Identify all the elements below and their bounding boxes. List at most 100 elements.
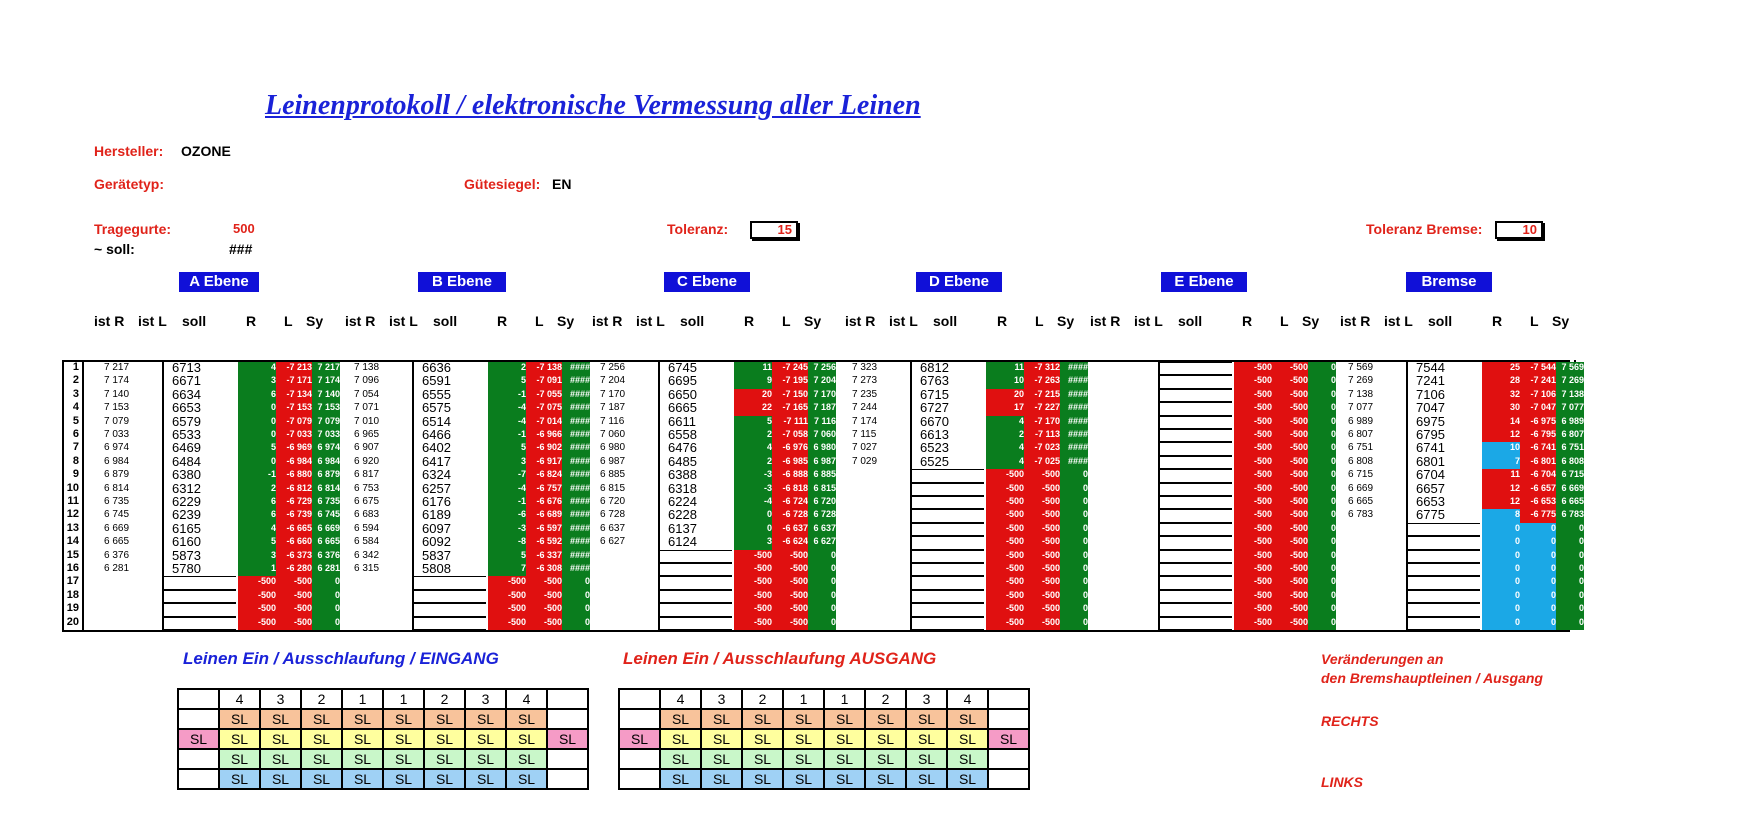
sl-cell[interactable]: SL <box>464 748 507 770</box>
column-header: ist R <box>592 313 623 329</box>
sl-cell[interactable]: SL <box>905 728 948 750</box>
sl-cell[interactable]: SL <box>700 708 743 730</box>
sl-cell[interactable]: SL <box>218 768 261 790</box>
sl-cell[interactable]: SL <box>782 728 825 750</box>
ist-r-value: 7 174 <box>104 375 130 387</box>
sl-cell[interactable]: SL <box>382 748 425 770</box>
sl-cell[interactable]: SL <box>218 748 261 770</box>
sl-cell[interactable]: SL <box>659 768 702 790</box>
sy-cell: 0 <box>1060 549 1088 563</box>
sl-cell[interactable]: SL <box>946 728 989 750</box>
sl-cell[interactable]: SL <box>700 748 743 770</box>
sl-cell[interactable]: SL <box>505 708 548 730</box>
sl-empty-cell <box>618 748 661 770</box>
sl-cell[interactable]: SL <box>823 768 866 790</box>
sl-cell[interactable]: SL <box>946 768 989 790</box>
sl-cell[interactable]: SL <box>300 748 343 770</box>
sl-number: 2 <box>300 688 343 710</box>
sy-cell: #### <box>1060 362 1088 376</box>
r-cell: -500 <box>986 509 1024 523</box>
soll-value: 6611 <box>668 415 696 428</box>
sl-cell[interactable]: SL <box>382 708 425 730</box>
r-cell: 25 <box>1482 362 1520 376</box>
sl-cell[interactable]: SL <box>218 708 261 730</box>
sl-cell[interactable]: SL <box>505 768 548 790</box>
sy-cell: #### <box>562 482 590 496</box>
sl-side-cell[interactable]: SL <box>177 728 220 750</box>
toleranz-box[interactable]: 15 <box>750 221 798 239</box>
sl-cell[interactable]: SL <box>341 728 384 750</box>
r-cell: -4 <box>734 496 772 510</box>
empty-soll-cell <box>1158 429 1232 443</box>
sl-cell[interactable]: SL <box>823 728 866 750</box>
ist-r-value: 6 594 <box>354 522 380 534</box>
sl-cell[interactable]: SL <box>300 768 343 790</box>
sl-cell[interactable]: SL <box>946 748 989 770</box>
sl-cell[interactable]: SL <box>864 728 907 750</box>
sl-cell[interactable]: SL <box>341 708 384 730</box>
sl-cell[interactable]: SL <box>300 728 343 750</box>
sl-cell[interactable]: SL <box>659 728 702 750</box>
r-cell: -500 <box>1234 616 1272 630</box>
sl-cell[interactable]: SL <box>782 748 825 770</box>
sl-cell[interactable]: SL <box>905 768 948 790</box>
r-cell: 14 <box>1482 415 1520 429</box>
sl-cell[interactable]: SL <box>905 748 948 770</box>
sl-cell[interactable]: SL <box>659 708 702 730</box>
empty-soll-cell <box>1406 522 1480 537</box>
soll-value: 6224 <box>668 496 697 508</box>
sl-cell[interactable]: SL <box>464 728 507 750</box>
sl-cell[interactable]: SL <box>423 708 466 730</box>
tragegurte-value: 500 <box>233 221 255 236</box>
ausgang-title: Leinen Ein / Ausschlaufung AUSGANG <box>623 649 937 668</box>
sy-cell: 6 627 <box>808 536 836 550</box>
ist-r-value: 7 138 <box>1348 388 1374 400</box>
sy-cell: 0 <box>312 589 340 604</box>
sl-cell[interactable]: SL <box>259 728 302 750</box>
sl-cell[interactable]: SL <box>259 708 302 730</box>
sl-cell[interactable]: SL <box>423 768 466 790</box>
sl-side-cell[interactable]: SL <box>987 728 1030 750</box>
sl-cell[interactable]: SL <box>782 708 825 730</box>
sl-cell[interactable]: SL <box>700 728 743 750</box>
sl-cell[interactable]: SL <box>905 708 948 730</box>
row-number: 14 <box>66 536 79 548</box>
sl-cell[interactable]: SL <box>464 768 507 790</box>
toleranz-bremse-box[interactable]: 10 <box>1495 221 1543 239</box>
sl-cell[interactable]: SL <box>864 748 907 770</box>
sl-cell[interactable]: SL <box>946 708 989 730</box>
sy-cell: 0 <box>312 603 340 617</box>
sl-cell[interactable]: SL <box>341 768 384 790</box>
sl-cell[interactable]: SL <box>300 708 343 730</box>
sl-cell[interactable]: SL <box>700 768 743 790</box>
sl-cell[interactable]: SL <box>382 728 425 750</box>
sl-side-cell[interactable]: SL <box>618 728 661 750</box>
sl-cell[interactable]: SL <box>741 708 784 730</box>
sl-cell[interactable]: SL <box>259 748 302 770</box>
sl-cell[interactable]: SL <box>505 728 548 750</box>
grid-divider <box>82 360 84 630</box>
sl-cell[interactable]: SL <box>741 748 784 770</box>
sl-cell[interactable]: SL <box>259 768 302 790</box>
sl-cell[interactable]: SL <box>341 748 384 770</box>
l-cell: -500 <box>1272 576 1308 590</box>
sl-cell[interactable]: SL <box>864 708 907 730</box>
sl-side-cell[interactable]: SL <box>546 728 589 750</box>
sl-cell[interactable]: SL <box>464 708 507 730</box>
sl-cell[interactable]: SL <box>823 708 866 730</box>
l-cell: -7 047 <box>1520 402 1556 416</box>
sl-cell[interactable]: SL <box>864 768 907 790</box>
sl-cell[interactable]: SL <box>505 748 548 770</box>
sl-cell[interactable]: SL <box>823 748 866 770</box>
sl-cell[interactable]: SL <box>423 748 466 770</box>
sl-cell[interactable]: SL <box>382 768 425 790</box>
sl-cell[interactable]: SL <box>423 728 466 750</box>
sl-cell[interactable]: SL <box>782 768 825 790</box>
sl-cell[interactable]: SL <box>741 768 784 790</box>
sy-cell: 6 815 <box>808 482 836 496</box>
sl-cell[interactable]: SL <box>218 728 261 750</box>
sy-cell: #### <box>1060 442 1088 456</box>
column-header: soll <box>433 313 458 329</box>
sl-cell[interactable]: SL <box>741 728 784 750</box>
sl-cell[interactable]: SL <box>659 748 702 770</box>
